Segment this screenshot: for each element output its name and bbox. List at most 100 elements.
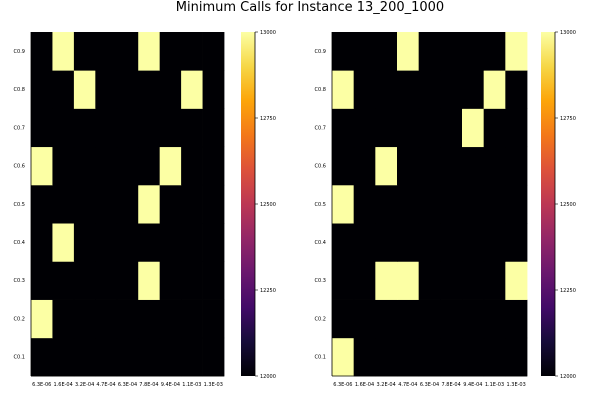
heatmap-cell (95, 70, 118, 109)
heatmap-cell (353, 70, 376, 109)
colorbar-tick-label: 12500 (260, 202, 276, 208)
heatmap-panel-2: 6.3E-06 1.6E-04 3.2E-04 4.7E-04 6.3E-04 7.8E-… (315, 30, 576, 388)
x-tick-label: 6.3E-06 (333, 382, 352, 388)
x-tick-label: 9.4E-04 (161, 382, 180, 388)
heatmap-cell (73, 70, 96, 109)
heatmap-cell (462, 261, 485, 300)
colorbar-gradient (241, 32, 255, 376)
heatmap-cell (181, 184, 203, 224)
y-tick-label: C0.9 (315, 49, 326, 55)
heatmap-cell (462, 299, 485, 339)
heatmap-cell (375, 223, 398, 262)
y-tick-label: C0.7 (315, 125, 326, 131)
heatmap-cell (138, 70, 161, 109)
heatmap-cell (483, 337, 506, 377)
colorbar-tick-label: 12250 (560, 288, 576, 294)
colorbar: 12000 12250 12500 12750 13000 (541, 30, 576, 380)
heatmap-cell (332, 223, 355, 262)
y-tick-label: C0.8 (315, 87, 326, 93)
heatmap-cell (505, 299, 528, 339)
y-tick-label: C0.1 (315, 355, 326, 361)
heatmap-cell (116, 184, 139, 224)
heatmap-cell (52, 337, 75, 377)
heatmap-cell (505, 184, 528, 224)
heatmap-cell (353, 184, 376, 224)
heatmap-cell (52, 184, 75, 224)
heatmap-cell (505, 261, 528, 300)
heatmap-cell (462, 146, 485, 186)
heatmap-cell (116, 337, 139, 377)
heatmap-cell (397, 337, 420, 377)
figure-title: Minimum Calls for Instance 13_200_1000 (176, 0, 444, 15)
x-tick-label: 9.4E-04 (463, 382, 482, 388)
heatmap-cell (181, 32, 203, 71)
heatmap-cell (31, 146, 53, 186)
heatmap-cell (462, 32, 485, 71)
heatmap-cell (332, 108, 355, 148)
heatmap-cell (31, 70, 53, 109)
heatmap-cell (505, 108, 528, 148)
heatmap-cell (73, 261, 96, 300)
heatmap-cell (397, 70, 420, 109)
colorbar-tick-label: 12750 (560, 116, 576, 122)
heatmap-cell (31, 32, 53, 71)
heatmap-cell (353, 146, 376, 186)
heatmap-cell (138, 299, 161, 339)
heatmap-cell (418, 70, 441, 109)
heatmap-cell (397, 146, 420, 186)
heatmap-cell (332, 184, 355, 224)
heatmap-cell (397, 32, 420, 71)
heatmap-cell (95, 146, 118, 186)
heatmap-cell (138, 184, 161, 224)
heatmap-cell (202, 261, 225, 300)
heatmap-cell (483, 70, 506, 109)
heatmap-cell (353, 299, 376, 339)
x-tick-label: 1.1E-03 (182, 382, 201, 388)
heatmap-cell (138, 146, 161, 186)
x-tick-label: 3.2E-04 (377, 382, 396, 388)
y-tick-label: C0.2 (315, 316, 326, 322)
colorbar-gradient (541, 32, 555, 376)
heatmap-cell (375, 337, 398, 377)
y-tick-label: C0.4 (14, 240, 25, 246)
heatmap-cell (462, 337, 485, 377)
heatmap-cell (181, 223, 203, 262)
heatmap-cell (95, 261, 118, 300)
heatmap-cell (116, 32, 139, 71)
y-tick-label: C0.9 (14, 49, 25, 55)
charts-layer: 6.3E-06 1.6E-04 3.2E-04 4.7E-04 6.3E-04 7.8E-… (14, 30, 576, 388)
heatmap-cell (462, 223, 485, 262)
heatmap-cell (95, 184, 118, 224)
heatmap-cell (116, 70, 139, 109)
heatmap-cell (483, 146, 506, 186)
heatmap-cell (116, 108, 139, 148)
heatmap-cell (159, 108, 182, 148)
heatmap-cell (375, 261, 398, 300)
heatmap-cell (181, 70, 203, 109)
heatmap-cell (159, 184, 182, 224)
heatmap-cell (462, 70, 485, 109)
heatmap-cell (52, 146, 75, 186)
heatmap-cell (375, 299, 398, 339)
x-tick-label: 1.6E-04 (355, 382, 374, 388)
heatmap-cell (397, 261, 420, 300)
colorbar-tick-label: 13000 (560, 30, 576, 36)
heatmap-cell (202, 299, 225, 339)
heatmap-cell (159, 146, 182, 186)
y-tick-label: C0.2 (14, 316, 25, 322)
heatmap-cell (73, 337, 96, 377)
heatmap-cell (483, 32, 506, 71)
heatmap-cell (52, 299, 75, 339)
heatmap-cell (375, 32, 398, 71)
heatmap-cell (138, 261, 161, 300)
heatmap-cell (159, 261, 182, 300)
heatmap-cell (138, 32, 161, 71)
heatmap-cell (462, 184, 485, 224)
heatmap-cell (116, 261, 139, 300)
heatmap-cell (505, 223, 528, 262)
heatmap-cell (202, 337, 225, 377)
x-tick-label: 1.3E-03 (507, 382, 526, 388)
heatmap-cell (73, 223, 96, 262)
heatmap-cell (138, 337, 161, 377)
colorbar: 12000 12250 12500 12750 13000 (241, 30, 276, 380)
